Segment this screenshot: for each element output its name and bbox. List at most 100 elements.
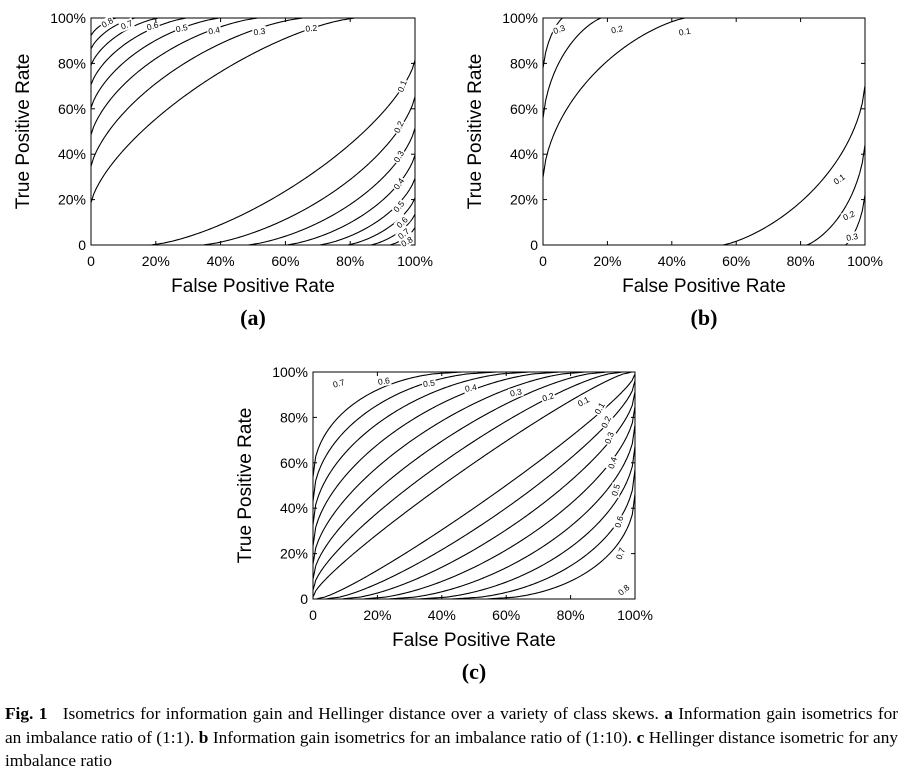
contour-label-bg xyxy=(394,77,410,95)
x-axis-label: False Positive Rate xyxy=(171,276,335,297)
isometric-line-0.8 xyxy=(313,372,635,599)
isometric-line-0.6 xyxy=(91,18,415,245)
contour-label-0.8: 0.8 xyxy=(616,582,632,597)
x-tick-label: 40% xyxy=(207,253,235,269)
y-tick-label: 20% xyxy=(280,546,308,562)
x-tick-label: 40% xyxy=(428,607,456,623)
x-tick-label: 20% xyxy=(142,253,170,269)
contour-label-0.3: 0.3 xyxy=(603,430,617,445)
contour-label-0.1: 0.1 xyxy=(592,400,607,415)
caption-intro: Isometrics for information gain and Hell… xyxy=(62,704,659,723)
isometric-line-0.2 xyxy=(313,372,635,599)
plot-frame xyxy=(312,371,636,600)
contour-label-0.2: 0.2 xyxy=(610,23,624,35)
contour-label-0.2: 0.2 xyxy=(305,23,318,34)
plot-frame xyxy=(542,17,866,246)
x-tick-label: 60% xyxy=(722,253,750,269)
plot-frame xyxy=(90,17,416,246)
isometric-line-0.5 xyxy=(313,372,635,599)
y-tick-label: 40% xyxy=(510,146,538,162)
contour-label-0.3: 0.3 xyxy=(509,386,523,398)
figure-caption: Fig. 1 Isometrics for information gain a… xyxy=(5,702,898,773)
contour-label-0.3: 0.3 xyxy=(253,26,266,38)
x-tick-label: 60% xyxy=(271,253,299,269)
contour-label-0.1: 0.1 xyxy=(832,172,848,187)
contour-label-0.6: 0.6 xyxy=(377,375,391,387)
y-tick-label: 80% xyxy=(58,55,86,71)
contour-label-0.1: 0.1 xyxy=(576,394,591,409)
x-tick-label: 20% xyxy=(593,253,621,269)
caption-letter-a: a xyxy=(664,704,673,723)
y-tick-label: 0 xyxy=(300,591,308,607)
chart-panel-a: 0.8 0.7 0.6 0.5 0.4 0.3 0.20.10.20.30.40.50.60… xyxy=(13,10,433,330)
contour-label-bg xyxy=(574,393,593,410)
figure-1: 0.8 0.7 0.6 0.5 0.4 0.3 0.2 0.1 0.2 0.3 0.4 0.5 0.6 0… xyxy=(13,10,883,684)
contour-label-bg xyxy=(376,374,392,388)
contour-label-bg xyxy=(609,23,625,36)
contour-label-bg xyxy=(605,454,620,472)
y-tick-label: 100% xyxy=(502,10,538,26)
chart-panel-c: 0.7 0.6 0.5 0.4 0.3 0.2 0.1 0.10.20.30.40.50.60… xyxy=(235,364,653,684)
isometric-line-0.3 xyxy=(543,18,865,245)
y-tick-label: 20% xyxy=(58,192,86,208)
x-tick-label: 100% xyxy=(847,253,883,269)
contour-label-0.2: 0.2 xyxy=(841,208,856,222)
contour-label-0.5: 0.5 xyxy=(609,483,622,497)
contour-label-bg xyxy=(118,17,136,33)
isometric-line-0.6 xyxy=(313,372,635,599)
isometric-line-0.2 xyxy=(543,18,865,245)
contour-label-0.7: 0.7 xyxy=(119,18,134,32)
contour-label-0.5: 0.5 xyxy=(391,198,406,214)
contour-label-0.1: 0.1 xyxy=(395,79,409,94)
contour-label-0.1: 0.1 xyxy=(678,26,692,38)
contour-label-bg xyxy=(303,22,319,34)
contour-label-0.7: 0.7 xyxy=(332,377,346,390)
x-axis-label: False Positive Rate xyxy=(622,276,786,297)
panel-label: (c) xyxy=(462,659,486,684)
x-tick-label: 0 xyxy=(309,607,317,623)
y-tick-label: 40% xyxy=(58,146,86,162)
contour-label-0.6: 0.6 xyxy=(613,515,626,529)
x-tick-label: 80% xyxy=(336,253,364,269)
contour-label-bg xyxy=(393,213,411,231)
y-tick-label: 20% xyxy=(510,192,538,208)
contour-label-bg xyxy=(598,413,614,431)
figure-number: Fig. 1 xyxy=(5,704,48,723)
caption-text-b: Information gain isometrics for an imbal… xyxy=(212,727,633,747)
x-tick-label: 20% xyxy=(363,607,391,623)
caption-text-a: Information gain isometrics for an imbal… xyxy=(5,704,898,747)
contour-label-bg xyxy=(390,197,408,215)
contour-label-bg xyxy=(390,147,407,166)
contour-label-0.4: 0.4 xyxy=(464,382,478,394)
isometric-line-0.2 xyxy=(91,18,415,245)
y-axis-label: True Positive Rate xyxy=(465,54,486,210)
y-tick-label: 100% xyxy=(50,10,86,26)
isometric-line-0.3 xyxy=(313,372,635,599)
chart-panel-b: 0.3 0.2 0.1 0.1 0.2 0.3 0 20% 40% 60% 80% 100% 0 20% 4… xyxy=(465,10,883,330)
y-axis-label: True Positive Rate xyxy=(235,408,256,564)
isometric-line-0.1 xyxy=(91,18,415,245)
isometric-line-0.7 xyxy=(313,372,635,599)
contour-label-0.4: 0.4 xyxy=(606,455,619,470)
contour-label-0.3: 0.3 xyxy=(552,23,567,37)
contour-label-bg xyxy=(463,381,479,395)
contour-label-bg xyxy=(676,25,693,38)
x-tick-label: 0 xyxy=(87,253,95,269)
panel-label: (a) xyxy=(240,305,266,330)
contour-label-bg xyxy=(98,14,116,31)
isometric-line-0.5 xyxy=(91,18,415,245)
x-tick-label: 0 xyxy=(539,253,547,269)
y-tick-label: 0 xyxy=(530,237,538,253)
isometric-line-0.7 xyxy=(91,18,415,245)
contour-label-bg xyxy=(615,581,633,599)
contour-label-bg xyxy=(602,429,617,447)
contour-label-bg xyxy=(391,118,407,136)
contour-label-0.4: 0.4 xyxy=(207,24,221,36)
contour-label-bg xyxy=(144,19,161,33)
contour-label-bg xyxy=(844,230,860,244)
x-axis-label: False Positive Rate xyxy=(392,630,556,651)
contour-label-0.5: 0.5 xyxy=(175,22,189,34)
isometric-line-0.8 xyxy=(91,18,415,245)
contour-label-bg xyxy=(330,376,347,390)
contour-label-bg xyxy=(206,24,222,37)
